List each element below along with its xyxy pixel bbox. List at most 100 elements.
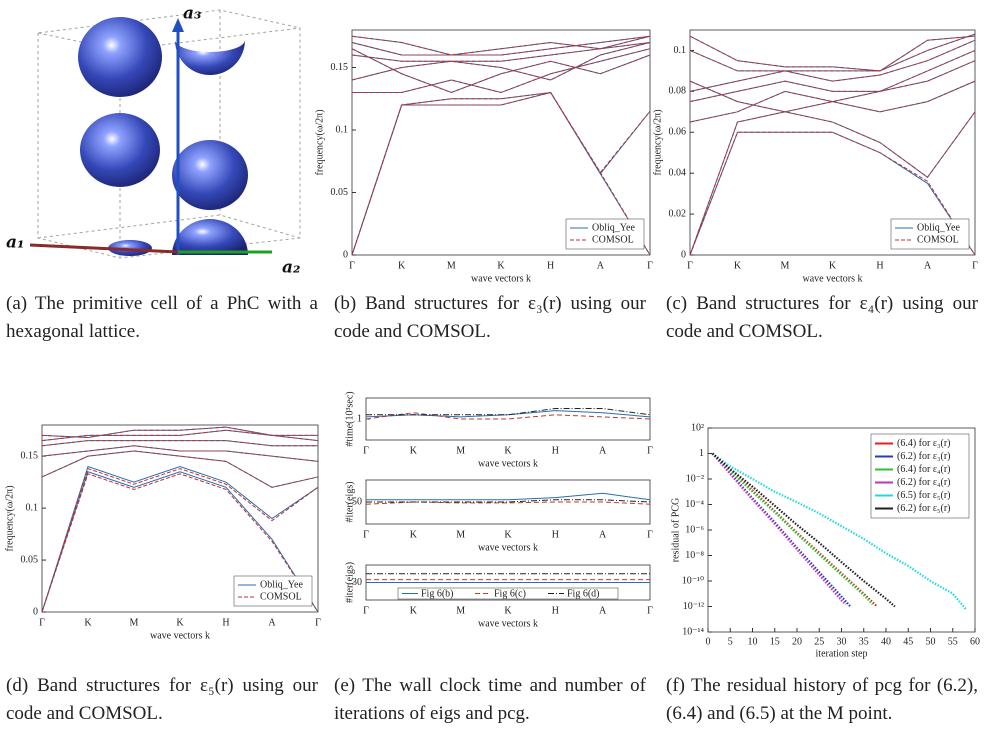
y-tick-label: 0.15 <box>331 62 349 73</box>
x-tick-label: 25 <box>814 636 824 647</box>
y-tick-label: 10² <box>691 422 704 433</box>
band-line <box>689 49 976 103</box>
y-tick-label: 10⁻⁶ <box>685 524 704 535</box>
x-axis-label: wave vectors k <box>803 273 863 284</box>
y-tick-label: 10⁻¹⁴ <box>682 626 704 637</box>
y-tick-label: 0.04 <box>669 167 687 178</box>
series-line <box>366 492 651 501</box>
cell-box <box>37 9 301 259</box>
x-tick-label: M <box>781 260 790 271</box>
arrow-head <box>172 18 184 32</box>
x-tick-label: 45 <box>903 636 913 647</box>
x-tick-label: Γ <box>363 445 369 456</box>
y-tick-label: 1 <box>357 413 362 424</box>
x-tick-label: Γ <box>647 445 653 456</box>
legend-box <box>870 433 970 519</box>
x-tick-label: 20 <box>792 636 802 647</box>
band-line <box>351 35 651 56</box>
x-tick-label: K <box>504 605 512 616</box>
band-line <box>689 60 976 113</box>
caption: (e) The wall clock time and number of it… <box>334 675 646 724</box>
series-line <box>711 452 967 611</box>
band-line <box>41 473 319 613</box>
sphere <box>78 17 162 97</box>
y-tick-label: 10⁻⁸ <box>685 550 704 561</box>
band-line <box>41 465 319 613</box>
x-tick-label: 50 <box>926 636 936 647</box>
plot-frame <box>365 397 651 441</box>
y-tick-label: 50 <box>352 496 362 507</box>
y-tick-label: 0.05 <box>331 187 349 198</box>
x-axis-label: wave vectors k <box>150 630 210 641</box>
y-tick-label: 0.1 <box>336 124 349 135</box>
caption: (b) Band structures for ε₃(r) using our … <box>334 293 646 342</box>
band-line <box>41 467 319 613</box>
x-tick-label: K <box>734 260 742 271</box>
x-tick-label: H <box>552 529 559 540</box>
x-tick-label: K <box>176 617 184 628</box>
band-line <box>689 39 976 92</box>
x-tick-label: 10 <box>748 636 758 647</box>
y-tick-label: 0 <box>681 249 686 260</box>
legend-label: (6.5) for ε₅(r) <box>897 490 951 501</box>
disc <box>108 240 152 256</box>
x-tick-label: Γ <box>39 617 45 628</box>
x-tick-label: M <box>456 605 465 616</box>
x-tick-label: H <box>547 260 554 271</box>
axis-a1 <box>29 243 179 254</box>
x-tick-label: 0 <box>706 636 711 647</box>
band-line <box>41 445 319 462</box>
x-tick-label: Γ <box>363 529 369 540</box>
band-line <box>689 33 976 72</box>
x-axis-label: wave vectors k <box>478 618 538 629</box>
band-line <box>351 35 651 56</box>
x-tick-label: A <box>268 617 276 628</box>
x-tick-label: A <box>924 260 932 271</box>
band-line <box>351 42 651 81</box>
y-axis-label: #iter(eigs) <box>344 481 355 522</box>
y-tick-label: 10⁻⁴ <box>685 499 704 510</box>
sphere <box>172 140 248 210</box>
band-line <box>41 440 318 447</box>
legend-label: Obliq_Yee <box>917 222 960 233</box>
legend-box <box>397 587 619 600</box>
x-tick-label: K <box>410 529 418 540</box>
x-tick-label: Γ <box>349 260 355 271</box>
band-line <box>689 35 976 72</box>
plot-frame <box>351 29 651 256</box>
legend-label: Obliq_Yee <box>592 222 635 233</box>
series-line <box>365 501 651 505</box>
x-tick-label: Γ <box>647 529 653 540</box>
x-tick-label: M <box>456 529 465 540</box>
band-line <box>351 42 651 62</box>
y-tick-label: 0 <box>343 249 348 260</box>
y-tick-label: 10⁻¹² <box>683 601 704 612</box>
x-tick-label: 15 <box>770 636 780 647</box>
plot-frame <box>41 424 319 613</box>
x-tick-label: K <box>829 260 837 271</box>
y-tick-label: 10⁻² <box>686 473 704 484</box>
legend-label: Fig 6(b) <box>421 588 454 599</box>
x-tick-label: 60 <box>970 636 980 647</box>
band-line <box>351 91 651 256</box>
band-line <box>689 131 976 256</box>
x-tick-label: A <box>599 445 607 456</box>
band-line <box>41 440 318 447</box>
y-tick-label: 30 <box>352 577 362 588</box>
x-tick-label: K <box>504 529 512 540</box>
legend-label: (6.2) for ε₄(r) <box>897 477 951 488</box>
legend-label: (6.4) for ε₃(r) <box>897 438 951 449</box>
plot-frame <box>707 427 976 633</box>
x-axis-label: iteration step <box>816 648 868 659</box>
series-line <box>711 452 852 608</box>
a2-label: a₂ <box>282 258 300 278</box>
legend-label: (6.2) for ε₅(r) <box>897 503 951 514</box>
y-axis-label: #iter(eigs) <box>344 562 355 603</box>
x-tick-label: Γ <box>315 617 321 628</box>
x-tick-label: H <box>876 260 883 271</box>
band-line <box>352 48 651 94</box>
y-tick-label: 0.05 <box>21 554 39 565</box>
